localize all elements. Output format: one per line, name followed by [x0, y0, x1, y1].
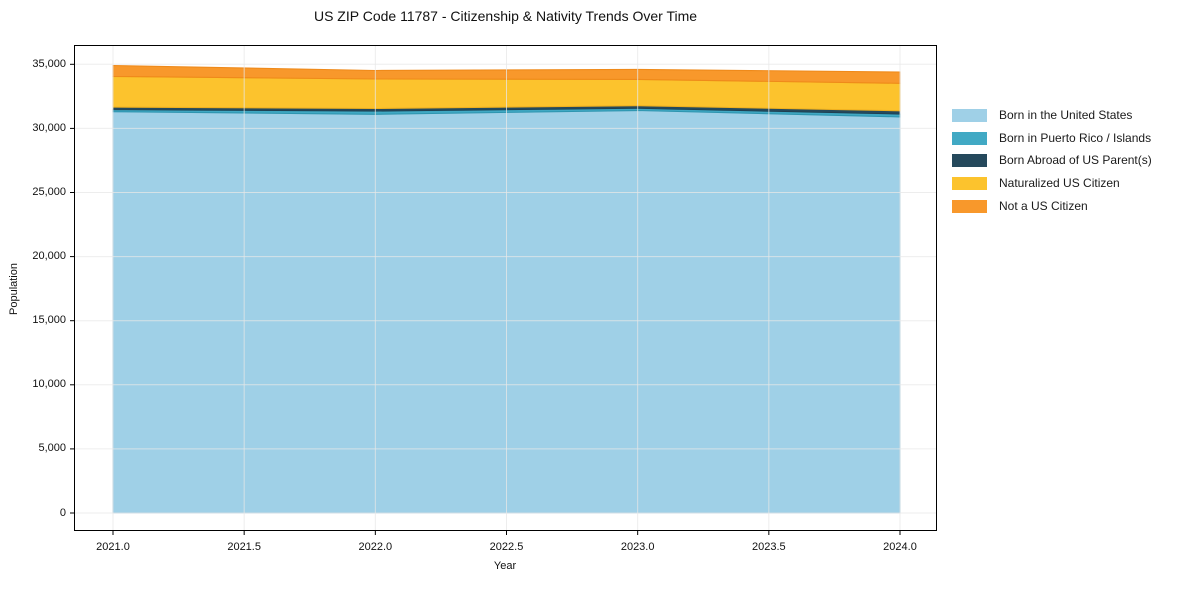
- x-tick-label: 2024.0: [883, 541, 917, 553]
- x-tick-label: 2023.5: [752, 541, 786, 553]
- x-tick-label: 2021.5: [227, 541, 261, 553]
- gridlines: [75, 46, 936, 530]
- legend-label: Not a US Citizen: [999, 198, 1088, 213]
- legend-item: Naturalized US Citizen: [952, 176, 1152, 191]
- y-tick-label: 0: [59, 506, 66, 519]
- legend-swatch-icon: [952, 177, 987, 191]
- legend-swatch-icon: [952, 154, 987, 168]
- axes-frame: [74, 45, 937, 531]
- legend: Born in the United States Born in Puerto …: [952, 109, 1152, 213]
- x-tick-label: 2022.5: [489, 541, 524, 553]
- legend-item: Born in Puerto Rico / Islands: [952, 130, 1152, 145]
- x-tick-label: 2023.0: [620, 541, 655, 553]
- tick-marks: [70, 63, 901, 535]
- legend-label: Naturalized US Citizen: [999, 176, 1120, 191]
- chart-title: US ZIP Code 11787 - Citizenship & Nativi…: [313, 8, 698, 24]
- y-tick-label: 25,000: [32, 186, 66, 198]
- legend-item: Born in the United States: [952, 109, 1152, 122]
- legend-label: Born Abroad of US Parent(s): [999, 153, 1152, 168]
- legend-swatch-icon: [952, 199, 987, 213]
- y-tick-label: 10,000: [32, 378, 66, 391]
- y-tick-label: 5,000: [38, 442, 66, 455]
- x-tick-label: 2021.0: [96, 541, 130, 553]
- legend-item: Born Abroad of US Parent(s): [952, 153, 1152, 168]
- x-tick-label: 2022.0: [358, 541, 393, 553]
- legend-item: Not a US Citizen: [952, 198, 1152, 213]
- y-tick-label: 20,000: [32, 250, 66, 263]
- x-axis-label: Year: [493, 560, 517, 572]
- y-tick-label: 35,000: [32, 57, 66, 70]
- y-axis-label: Population: [8, 263, 20, 315]
- y-tick-label: 15,000: [32, 314, 66, 327]
- plot-area: [70, 45, 937, 535]
- legend-label: Born in Puerto Rico / Islands: [999, 130, 1152, 145]
- y-tick-label: 30,000: [32, 121, 66, 134]
- legend-label: Born in the United States: [999, 108, 1133, 122]
- legend-swatch-icon: [952, 131, 987, 145]
- legend-swatch-icon: [952, 109, 987, 122]
